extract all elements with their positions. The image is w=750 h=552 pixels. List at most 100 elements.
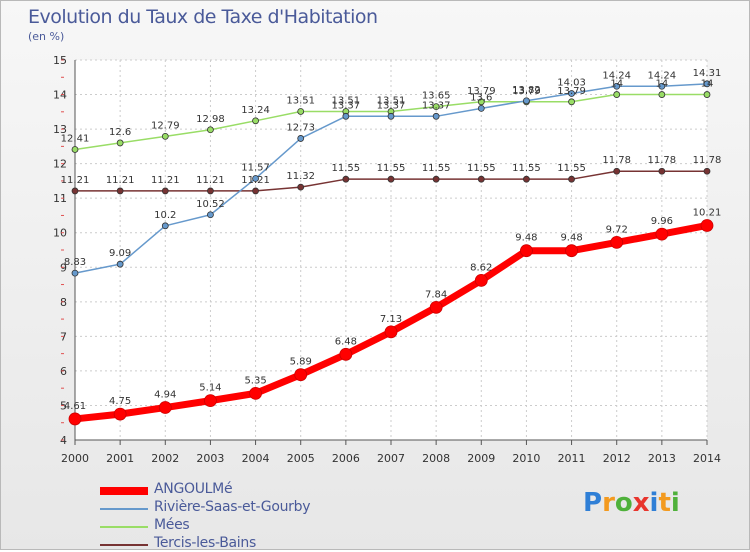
data-point [252, 117, 259, 125]
x-tick-label: 2000 [61, 452, 89, 465]
data-point [252, 187, 259, 195]
data-label: 13.24 [241, 105, 270, 116]
legend-swatch [100, 508, 148, 510]
data-label: 11.55 [557, 163, 586, 174]
y-tick-label: 14 [53, 89, 67, 102]
data-label: 5.35 [244, 375, 266, 386]
data-point [342, 175, 350, 183]
data-point [297, 183, 305, 191]
x-tick-label: 2004 [242, 452, 270, 465]
data-point [339, 347, 353, 361]
data-label: 9.48 [515, 233, 537, 244]
legend-swatch [100, 526, 148, 528]
data-point [565, 244, 578, 258]
data-label: 14.24 [648, 70, 677, 81]
data-point [432, 175, 440, 183]
data-point [68, 412, 82, 426]
data-label: 11.57 [241, 162, 270, 173]
y-tick-label: 11 [53, 192, 67, 205]
chart-title: Evolution du Taux de Taxe d'Habitation [28, 6, 378, 28]
data-point [204, 394, 217, 408]
data-label: 13.79 [557, 86, 586, 97]
data-label: 12.6 [109, 127, 131, 138]
data-label: 14 [655, 79, 668, 90]
data-label: 11.21 [196, 175, 225, 186]
data-label: 6.48 [335, 336, 357, 347]
x-tick-label: 2003 [196, 452, 224, 465]
data-point [477, 98, 485, 106]
data-point [294, 368, 308, 382]
data-label: 14 [701, 79, 714, 90]
data-point [161, 222, 169, 230]
y-tick-label: 12 [53, 158, 67, 171]
data-point [252, 175, 259, 182]
data-label: 13.82 [512, 85, 541, 96]
data-label: 10.2 [154, 210, 176, 221]
x-tick-label: 2012 [603, 452, 631, 465]
data-point [384, 325, 398, 339]
logo-letter: o [614, 488, 633, 518]
data-label: 4.94 [154, 390, 176, 401]
x-tick-label: 2014 [693, 452, 721, 465]
data-point [523, 97, 530, 105]
data-point [158, 401, 172, 414]
data-point [655, 227, 669, 241]
data-point [297, 135, 305, 142]
data-label: 12.41 [61, 133, 90, 144]
data-point [610, 235, 624, 249]
data-label: 11.55 [332, 163, 361, 174]
legend-swatch [100, 544, 148, 546]
proxiti-logo: Proxiti [583, 488, 680, 518]
data-point [207, 211, 214, 219]
y-tick-label: 10 [53, 227, 67, 240]
data-label: 11.55 [377, 163, 406, 174]
data-label: 13.51 [286, 95, 315, 106]
logo-letter: x [632, 488, 650, 518]
data-point [342, 112, 350, 120]
data-point [161, 187, 169, 195]
data-label: 11.21 [61, 175, 90, 186]
data-point [161, 132, 169, 140]
data-label: 13.51 [332, 95, 361, 106]
data-label: 11.21 [106, 175, 135, 186]
data-label: 9.09 [109, 248, 131, 259]
x-tick-label: 2008 [422, 452, 450, 465]
data-label: 14.31 [693, 68, 722, 79]
data-label: 11.21 [151, 175, 180, 186]
data-point [613, 82, 621, 90]
data-point [207, 187, 214, 195]
data-label: 8.83 [64, 257, 86, 268]
data-point [703, 167, 711, 175]
data-label: 13.37 [332, 100, 361, 111]
data-point [113, 407, 127, 421]
data-point [71, 187, 79, 195]
x-tick-label: 2006 [332, 452, 360, 465]
data-label: 9.48 [560, 233, 582, 244]
data-label: 14.03 [557, 78, 586, 89]
data-point [71, 269, 79, 277]
data-point [520, 244, 533, 258]
data-point [658, 167, 666, 175]
data-label: 8.62 [470, 262, 492, 273]
legend-item: Rivière-Saas-et-Gourby [100, 499, 400, 516]
data-point [71, 146, 79, 153]
logo-letter: r [602, 488, 615, 518]
logo-letter: P [583, 488, 603, 518]
legend-label: Rivière-Saas-et-Gourby [154, 499, 311, 515]
legend-label: Tercis-les-Bains [154, 535, 256, 551]
data-point [387, 112, 395, 120]
data-label: 9.72 [606, 224, 628, 235]
data-label: 11.55 [422, 163, 451, 174]
data-point [387, 175, 395, 183]
data-label: 14.24 [602, 70, 631, 81]
data-point [568, 175, 575, 183]
data-point [116, 260, 124, 268]
data-label: 11.78 [602, 155, 631, 166]
data-point [116, 139, 124, 147]
data-point [568, 98, 575, 106]
data-label: 13.79 [512, 86, 541, 97]
data-label: 11.21 [241, 175, 270, 186]
data-label: 4.61 [64, 401, 86, 412]
data-label: 13.6 [470, 92, 492, 103]
